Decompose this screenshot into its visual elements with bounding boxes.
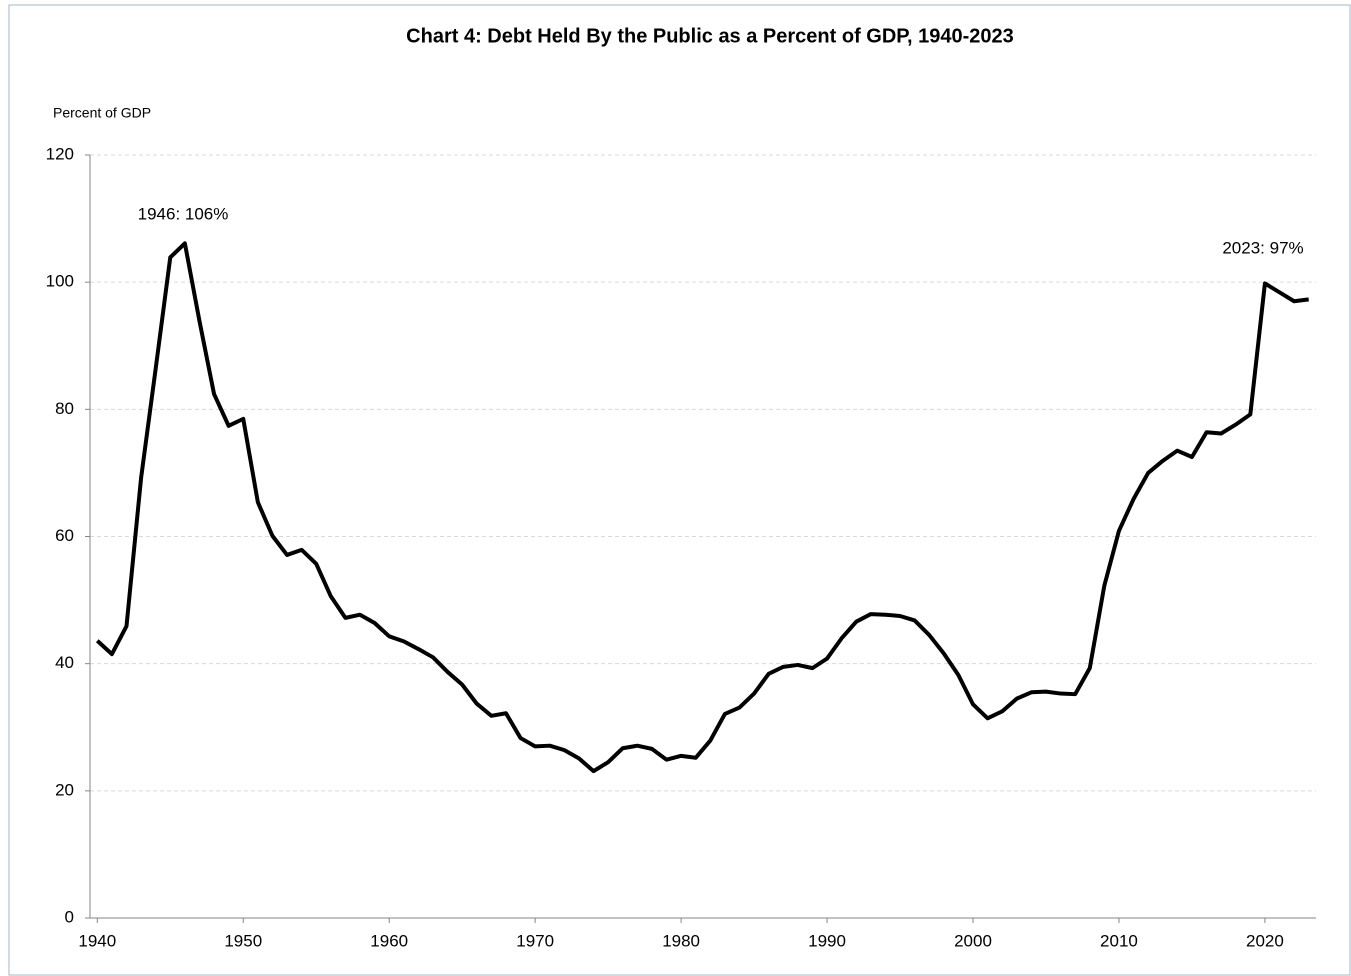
x-tick-label: 1970	[516, 931, 554, 950]
x-tick-label: 1960	[370, 931, 408, 950]
y-tick-label: 80	[55, 399, 74, 418]
x-tick-label: 1980	[662, 931, 700, 950]
y-tick-label: 20	[55, 780, 74, 799]
y-axis-label: Percent of GDP	[53, 105, 151, 121]
frame	[8, 4, 1351, 976]
y-tick-label: 100	[46, 272, 74, 291]
x-tick-label: 2020	[1246, 931, 1284, 950]
annotation: 1946: 106%	[138, 204, 229, 223]
x-tick-label: 2000	[954, 931, 992, 950]
y-tick-label: 40	[55, 653, 74, 672]
x-tick-label: 1990	[808, 931, 846, 950]
y-tick-label: 120	[46, 144, 74, 163]
x-tick-label: 2010	[1100, 931, 1138, 950]
x-tick-label: 1940	[78, 931, 116, 950]
data-line	[95, 241, 1309, 774]
x-tick-label: 1950	[224, 931, 262, 950]
chart-title: Chart 4: Debt Held By the Public as a Pe…	[406, 25, 1014, 47]
y-tick-label: 0	[65, 907, 74, 926]
annotation: 2023: 97%	[1222, 238, 1303, 257]
y-tick-label: 60	[55, 526, 74, 545]
